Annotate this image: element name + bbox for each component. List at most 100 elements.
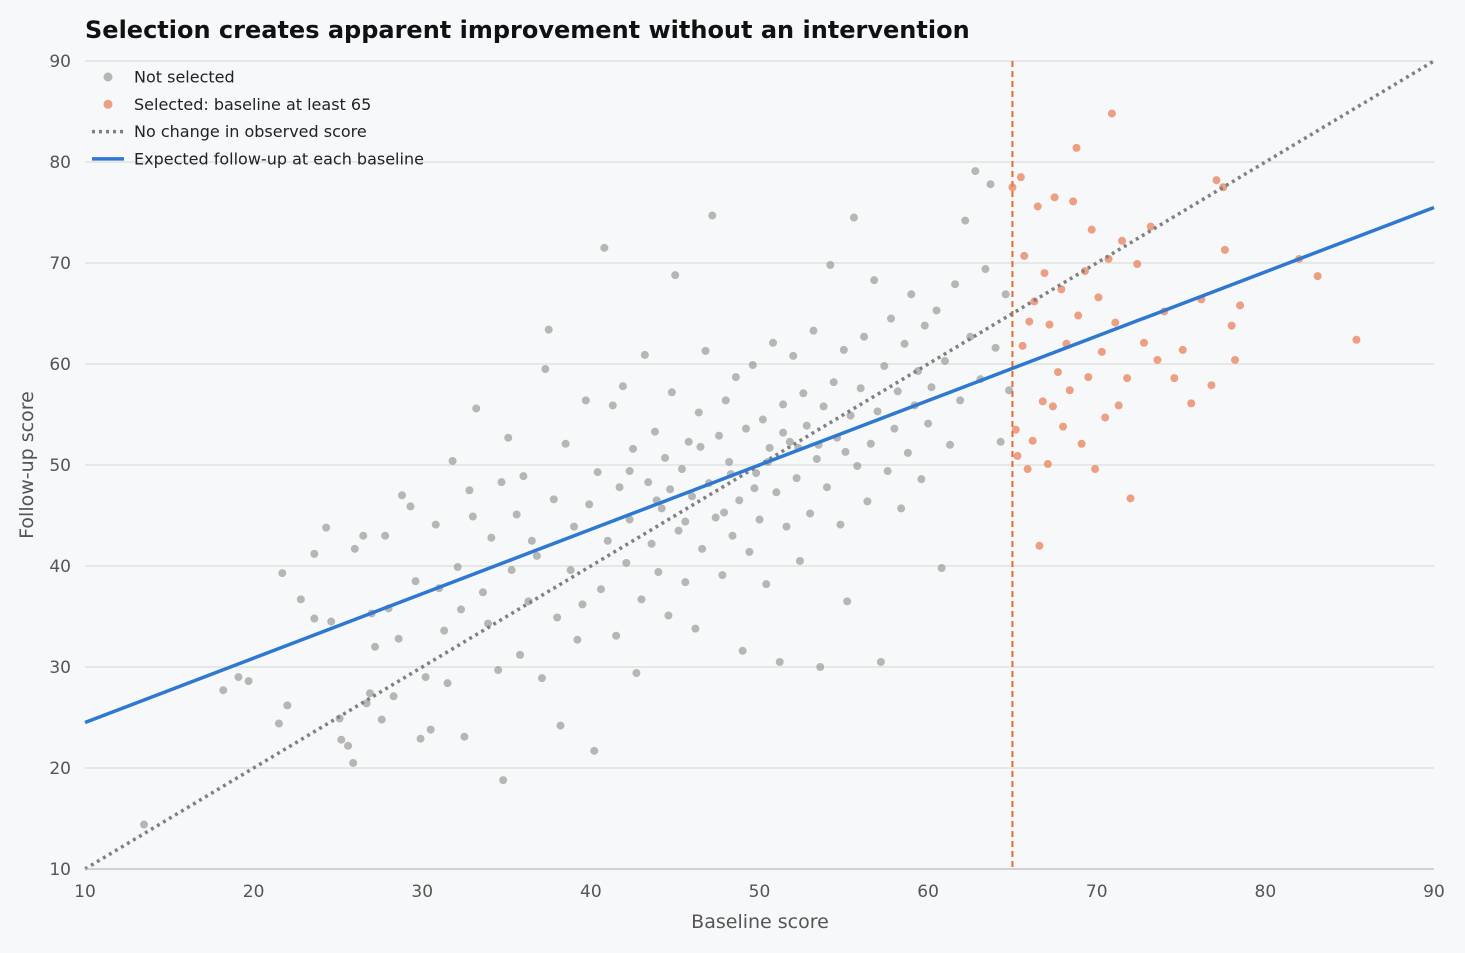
point-not-selected (752, 469, 761, 478)
point-not-selected (443, 679, 452, 688)
point-not-selected (920, 321, 929, 330)
point-not-selected (873, 407, 882, 416)
point-not-selected (640, 350, 649, 359)
point-not-selected (789, 351, 798, 360)
point-selected (1236, 301, 1245, 310)
point-not-selected (856, 384, 865, 393)
point-not-selected (310, 549, 319, 558)
point-not-selected (701, 346, 710, 355)
point-selected (1074, 311, 1083, 320)
point-not-selected (711, 513, 720, 522)
point-not-selected (956, 396, 965, 405)
point-not-selected (497, 478, 506, 487)
point-not-selected (581, 396, 590, 405)
point-selected (1139, 338, 1148, 347)
point-selected (1212, 176, 1221, 185)
point-not-selected (468, 512, 477, 521)
point-not-selected (527, 536, 536, 545)
point-selected (1094, 293, 1103, 302)
legend-label: Expected follow-up at each baseline (134, 149, 424, 168)
point-selected (1101, 413, 1110, 422)
point-selected (1220, 245, 1229, 254)
x-tick-label: 80 (1255, 882, 1277, 902)
point-not-selected (694, 408, 703, 417)
y-tick-label: 80 (49, 153, 71, 173)
point-not-selected (782, 522, 791, 531)
point-not-selected (677, 465, 686, 474)
point-not-selected (924, 419, 933, 428)
point-not-selected (691, 624, 700, 633)
point-not-selected (519, 472, 528, 481)
point-not-selected (792, 474, 801, 483)
point-not-selected (283, 701, 292, 710)
legend-label: Selected: baseline at least 65 (134, 95, 371, 114)
point-not-selected (836, 520, 845, 529)
point-not-selected (398, 491, 407, 500)
y-tick-label: 30 (49, 658, 71, 678)
point-not-selected (795, 556, 804, 565)
point-not-selected (681, 517, 690, 526)
point-not-selected (762, 580, 771, 589)
point-selected (1087, 225, 1096, 234)
point-selected (1118, 236, 1127, 245)
point-not-selected (573, 635, 582, 644)
point-selected (1048, 402, 1057, 411)
point-selected (1107, 109, 1116, 118)
point-not-selected (860, 332, 869, 341)
legend-item: Expected follow-up at each baseline (92, 149, 424, 168)
point-not-selected (907, 290, 916, 299)
point-not-selected (600, 243, 609, 252)
point-not-selected (570, 522, 579, 531)
point-not-selected (785, 437, 794, 446)
point-not-selected (494, 666, 503, 675)
point-not-selected (822, 483, 831, 492)
point-not-selected (499, 776, 508, 785)
point-not-selected (715, 431, 724, 440)
point-not-selected (549, 495, 558, 504)
point-not-selected (887, 314, 896, 323)
point-not-selected (758, 415, 767, 424)
point-not-selected (296, 595, 305, 604)
legend-item: No change in observed score (92, 122, 367, 141)
point-not-selected (234, 673, 243, 682)
x-tick-label: 60 (917, 882, 939, 902)
point-not-selected (566, 566, 575, 575)
y-tick-label: 60 (49, 355, 71, 375)
point-not-selected (720, 508, 729, 517)
point-not-selected (809, 326, 818, 335)
point-not-selected (650, 427, 659, 436)
point-not-selected (684, 437, 693, 446)
point-not-selected (637, 595, 646, 604)
point-not-selected (327, 617, 336, 626)
legend: Not selected Selected: baseline at least … (92, 68, 424, 168)
point-not-selected (826, 261, 835, 270)
legend-item: Not selected (103, 68, 235, 87)
point-not-selected (512, 510, 521, 519)
point-selected (1153, 355, 1162, 364)
reference-lines (84, 59, 1435, 871)
y-tick-label: 10 (49, 860, 71, 880)
point-selected (1023, 465, 1032, 474)
point-not-selected (674, 526, 683, 535)
point-selected (1146, 222, 1155, 231)
point-selected (1011, 425, 1020, 434)
point-not-selected (278, 569, 287, 578)
point-not-selected (671, 271, 680, 280)
point-selected (1045, 320, 1054, 329)
point-selected (1133, 260, 1142, 269)
point-selected (1043, 459, 1052, 468)
point-not-selected (618, 382, 627, 391)
legend-marker (103, 72, 113, 82)
point-selected (1025, 317, 1034, 326)
legend-item: Selected: baseline at least 65 (103, 95, 371, 114)
point-not-selected (806, 509, 815, 518)
point-not-selected (890, 424, 899, 433)
point-not-selected (883, 467, 892, 476)
point-not-selected (816, 663, 825, 671)
point-not-selected (603, 536, 612, 545)
point-not-selected (411, 577, 420, 586)
point-not-selected (544, 325, 553, 334)
point-selected (1352, 335, 1361, 344)
y-tick-label: 90 (49, 52, 71, 72)
point-not-selected (742, 424, 751, 433)
